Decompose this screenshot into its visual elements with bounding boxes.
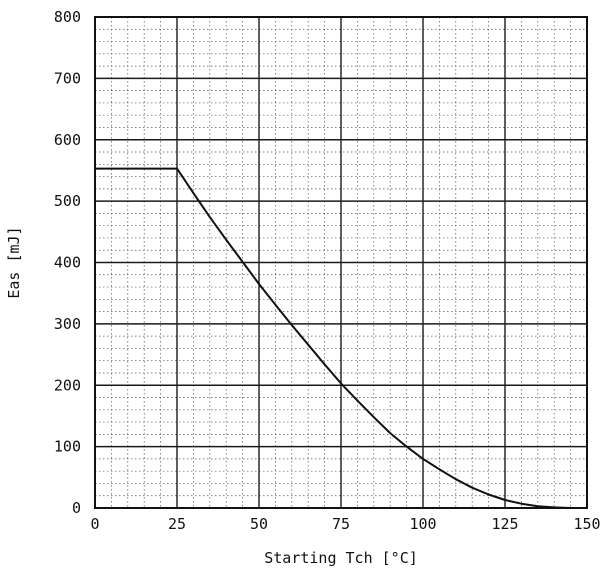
y-axis-label: Eas [mJ]	[5, 226, 23, 298]
series-layer	[95, 167, 587, 509]
y-tick-label: 800	[54, 8, 81, 26]
x-tick-label: 75	[332, 515, 350, 533]
y-tick-label: 500	[54, 192, 81, 210]
y-tick-labels: 0 100 200 300 400 500 600 700 800	[54, 8, 81, 517]
y-tick-label: 600	[54, 131, 81, 149]
x-tick-label: 100	[409, 515, 436, 533]
x-tick-label: 25	[168, 515, 186, 533]
x-axis-label: Starting Tch [°C]	[264, 549, 418, 567]
x-tick-labels: 0 25 50 75 100 125 150	[90, 515, 600, 533]
eas-curve	[95, 167, 587, 509]
y-tick-label: 0	[72, 499, 81, 517]
x-tick-label: 50	[250, 515, 268, 533]
x-tick-label: 150	[573, 515, 600, 533]
x-tick-label: 0	[90, 515, 99, 533]
y-tick-label: 100	[54, 438, 81, 456]
y-tick-label: 200	[54, 376, 81, 394]
plot-frame	[94, 16, 588, 509]
y-tick-label: 400	[54, 254, 81, 272]
y-tick-label: 700	[54, 69, 81, 87]
x-tick-label: 125	[491, 515, 518, 533]
major-grid	[94, 16, 588, 509]
y-tick-label: 300	[54, 315, 81, 333]
